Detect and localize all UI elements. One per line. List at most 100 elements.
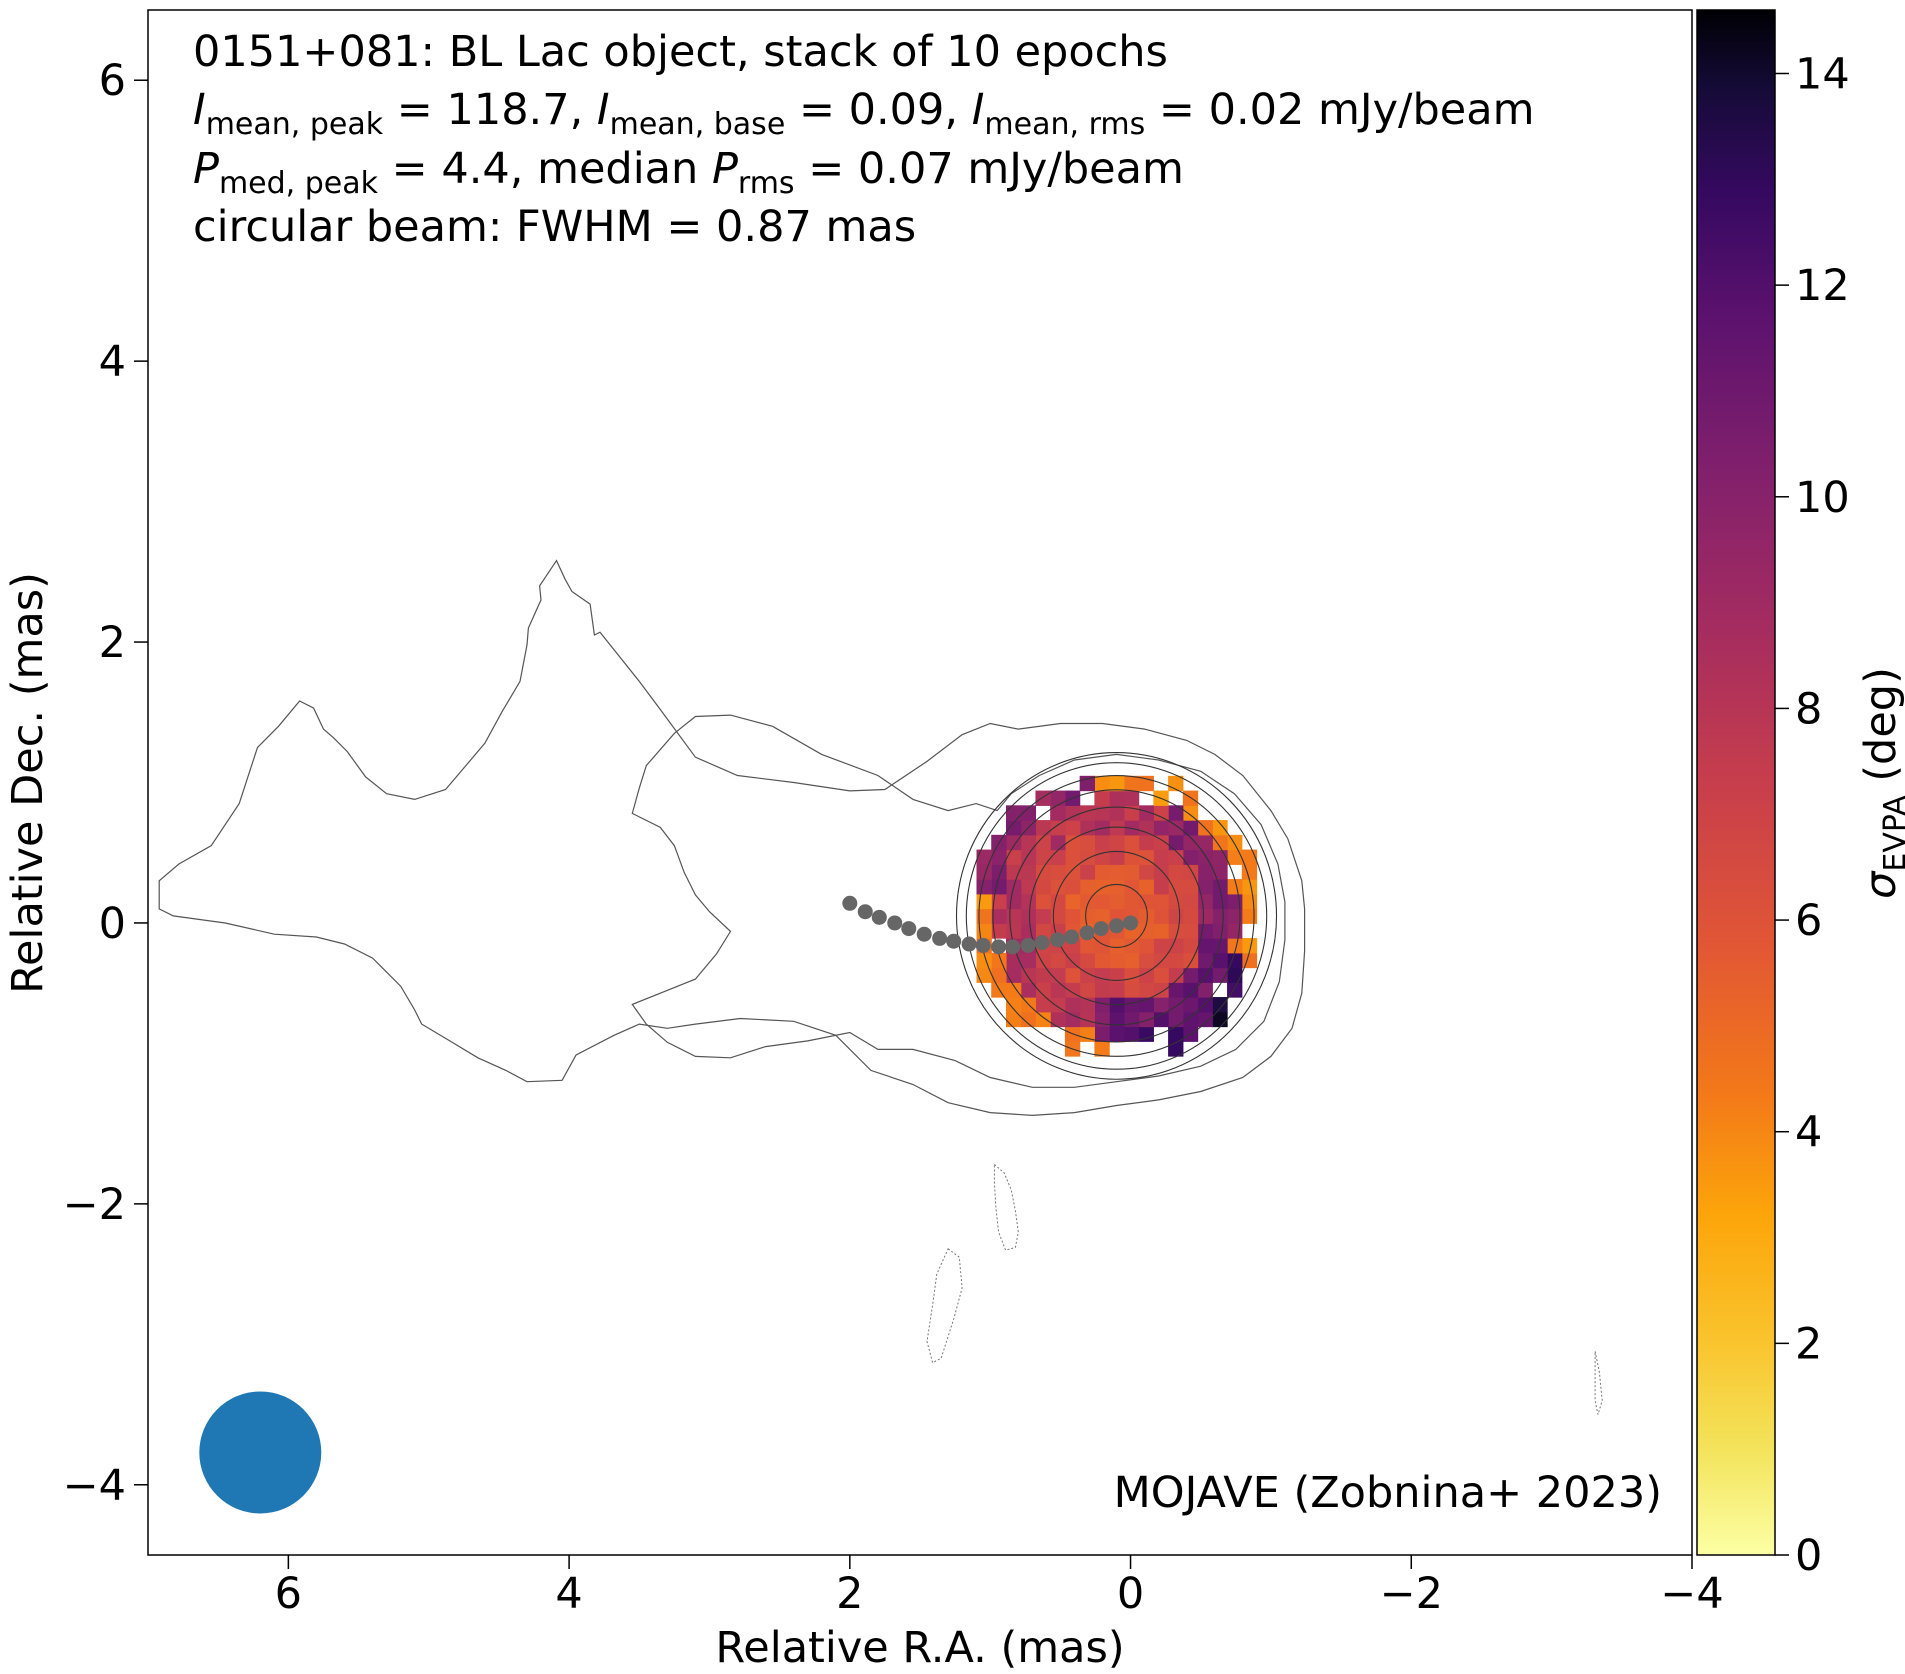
evpa-pixel <box>976 849 992 865</box>
evpa-pixel <box>1197 952 1213 969</box>
evpa-pixel <box>1094 1041 1110 1057</box>
ridgeline-point <box>1093 921 1109 937</box>
evpa-pixel <box>1064 997 1081 1013</box>
evpa-pixel <box>1079 952 1096 969</box>
ridgeline-point <box>1050 932 1066 948</box>
evpa-pixel <box>1182 1011 1199 1028</box>
evpa-pixel <box>1168 938 1184 954</box>
evpa-pixel <box>1123 849 1140 865</box>
evpa-pixel <box>1050 864 1066 880</box>
y-tick-label: −4 <box>63 1461 126 1511</box>
evpa-pixel <box>1197 908 1213 924</box>
evpa-pixel <box>1197 923 1213 939</box>
evpa-pixel <box>1182 834 1199 851</box>
evpa-pixel <box>1168 1041 1184 1057</box>
evpa-pixel <box>1079 834 1096 851</box>
evpa-pixel <box>1212 820 1228 836</box>
evpa-pixel <box>1094 820 1110 836</box>
evpa-pixel <box>1168 879 1184 895</box>
evpa-pixel <box>1050 893 1066 910</box>
evpa-pixel <box>1212 938 1228 954</box>
evpa-pixel <box>1079 1026 1096 1042</box>
evpa-pixel <box>1153 820 1169 836</box>
evpa-pixel <box>1123 967 1140 983</box>
ridgeline-point <box>901 921 917 937</box>
evpa-pixel <box>1094 849 1110 865</box>
ridgeline-point <box>1034 935 1050 951</box>
title-line-2-val-2: = 0.09, <box>785 85 971 135</box>
evpa-pixel <box>1182 982 1199 998</box>
evpa-pixel <box>1123 1026 1140 1042</box>
evpa-pixel <box>1094 967 1110 983</box>
evpa-pixel <box>1035 982 1051 998</box>
evpa-pixel <box>1168 982 1184 998</box>
evpa-pixel <box>1138 1026 1154 1042</box>
evpa-pixel <box>1035 820 1051 836</box>
evpa-pixel <box>1227 849 1243 865</box>
evpa-pixel <box>1212 923 1228 939</box>
evpa-pixel <box>1035 967 1051 983</box>
evpa-pixel <box>1079 908 1096 924</box>
evpa-pixel <box>1138 982 1154 998</box>
evpa-pixel <box>1227 938 1243 954</box>
evpa-pixel <box>1197 982 1213 998</box>
evpa-pixel <box>1153 923 1169 939</box>
title-line-2-sub-1: mean, peak <box>206 107 384 142</box>
evpa-pixel <box>1138 893 1154 910</box>
ridgeline-point <box>975 937 991 953</box>
evpa-pixel <box>991 967 1007 983</box>
evpa-pixel <box>1064 967 1081 983</box>
evpa-pixel <box>1182 967 1199 983</box>
evpa-pixel <box>1212 879 1228 895</box>
evpa-pixel <box>1138 834 1154 851</box>
evpa-pixel <box>1079 879 1096 895</box>
evpa-pixel <box>1241 893 1258 910</box>
evpa-pixel <box>1094 982 1110 998</box>
evpa-pixel <box>1064 982 1081 998</box>
evpa-pixel <box>1168 834 1184 851</box>
evpa-pixel <box>976 864 992 880</box>
x-axis-label: Relative R.A. (mas) <box>715 1623 1124 1673</box>
evpa-pixel <box>1197 879 1213 895</box>
evpa-pixel <box>1138 923 1154 939</box>
y-tick-label: 6 <box>99 56 126 106</box>
evpa-pixel <box>1182 893 1199 910</box>
y-tick-label: −2 <box>63 1180 126 1230</box>
evpa-pixel <box>1005 849 1022 865</box>
evpa-pixel <box>976 952 992 969</box>
evpa-pixel <box>1109 938 1125 954</box>
evpa-pixel <box>976 967 992 983</box>
evpa-pixel <box>1123 790 1140 806</box>
evpa-pixel <box>1241 952 1258 969</box>
evpa-pixel <box>1123 820 1140 836</box>
evpa-pixel <box>1182 908 1199 924</box>
evpa-pixel <box>1020 982 1037 998</box>
evpa-pixel <box>1138 908 1154 924</box>
evpa-pixel <box>1094 908 1110 924</box>
evpa-pixel <box>1153 849 1169 865</box>
evpa-pixel <box>1064 908 1081 924</box>
ridgeline-point <box>887 915 903 931</box>
evpa-pixel <box>991 908 1007 924</box>
evpa-pixel <box>1109 982 1125 998</box>
evpa-pixel <box>991 893 1007 910</box>
evpa-pixel <box>1109 790 1125 806</box>
evpa-pixel <box>991 879 1007 895</box>
ridgeline-point <box>871 909 887 925</box>
evpa-pixel <box>1123 982 1140 998</box>
evpa-pixel <box>1079 805 1096 821</box>
evpa-pixel <box>1020 864 1037 880</box>
contour-core <box>1085 883 1148 948</box>
evpa-pixel <box>1005 893 1022 910</box>
plot-content <box>158 559 1603 1514</box>
evpa-pixel <box>1020 834 1037 851</box>
title-line-4: circular beam: FWHM = 0.87 mas <box>193 202 916 252</box>
colorbar-label-unit: (deg) <box>1856 667 1905 795</box>
title-line-2-val-3: = 0.02 mJy/beam <box>1145 85 1534 135</box>
evpa-pixel <box>1035 834 1051 851</box>
evpa-pixel <box>1138 967 1154 983</box>
evpa-pixel <box>1241 879 1258 895</box>
evpa-pixel <box>1123 997 1140 1013</box>
x-tick-label: 2 <box>836 1569 863 1619</box>
evpa-pixel <box>1153 834 1169 851</box>
